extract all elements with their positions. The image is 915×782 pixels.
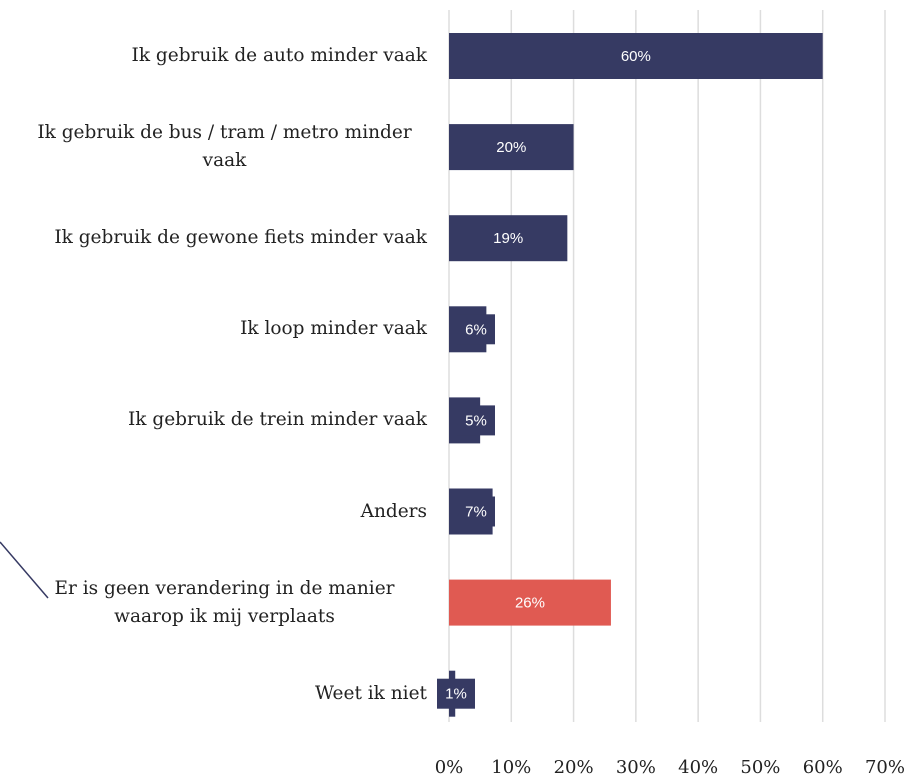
category-label: Ik gebruik de trein minder vaak: [127, 409, 427, 431]
category-label-box: Ik gebruik de gewone fiets minder vaak: [0, 198, 427, 278]
x-tick-label: 0%: [435, 757, 464, 778]
value-label: 19%: [493, 230, 523, 247]
value-label-box: [457, 314, 495, 345]
value-label: 1%: [445, 686, 467, 703]
category-label: Ik gebruik de bus / tram / metro minder …: [37, 122, 412, 172]
category-label: Ik gebruik de gewone fiets minder vaak: [54, 227, 427, 249]
category-label-box: Ik gebruik de bus / tram / metro minder …: [0, 107, 427, 187]
decoration-line: [0, 541, 49, 599]
category-label-box: Anders: [0, 472, 427, 552]
category-label-box: Ik loop minder vaak: [0, 289, 427, 369]
value-label: 5%: [465, 412, 487, 429]
category-label: Er is geen verandering in de manier waar…: [54, 577, 395, 627]
x-tick-label: 70%: [865, 757, 905, 778]
bar: [449, 579, 611, 626]
category-label-box: Ik gebruik de auto minder vaak: [0, 16, 427, 96]
value-label: 7%: [465, 503, 487, 520]
bar: [449, 124, 574, 171]
value-label: 60%: [621, 48, 651, 65]
category-label: Anders: [360, 500, 427, 522]
category-label-box: Weet ik niet: [0, 654, 427, 734]
x-tick-label: 20%: [554, 757, 594, 778]
value-label-box: [457, 405, 495, 436]
x-tick-label: 10%: [491, 757, 531, 778]
x-tick-label: 50%: [740, 757, 780, 778]
value-label-box: [437, 678, 475, 709]
bar: [449, 215, 568, 262]
x-tick-label: 30%: [616, 757, 656, 778]
x-tick-label: 60%: [803, 757, 843, 778]
value-label-box: [457, 496, 495, 527]
category-label-box: Er is geen verandering in de manier waar…: [0, 563, 427, 643]
value-label: 20%: [496, 139, 526, 156]
value-label: 6%: [465, 321, 487, 338]
category-label-box: Ik gebruik de trein minder vaak: [0, 380, 427, 460]
category-label: Ik loop minder vaak: [240, 318, 427, 340]
category-label: Ik gebruik de auto minder vaak: [131, 45, 427, 66]
x-tick-label: 40%: [678, 757, 718, 778]
value-label: 26%: [515, 595, 545, 612]
bar: [449, 33, 823, 79]
category-label: Weet ik niet: [315, 682, 427, 704]
